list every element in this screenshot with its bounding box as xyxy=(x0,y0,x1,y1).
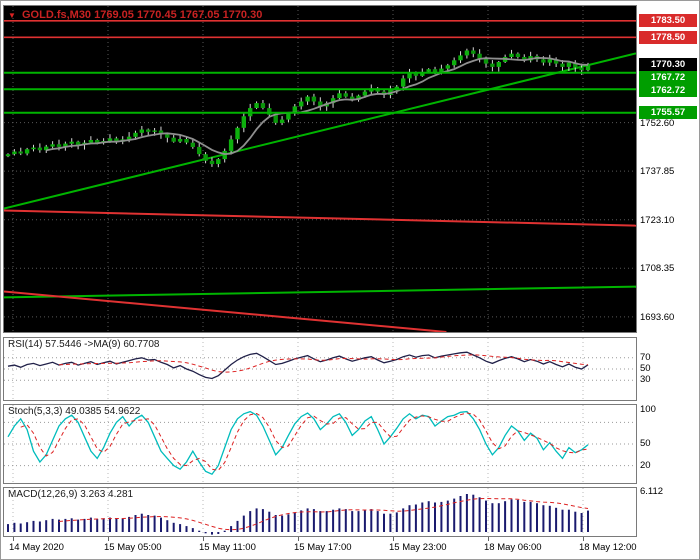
price-badge-support: 1762.72 xyxy=(639,84,697,97)
ohlc-values: 1769.05 1770.45 1767.05 1770.30 xyxy=(94,9,263,21)
price-tick-label: 1723.10 xyxy=(640,215,675,226)
indicator-scale-label: 50 xyxy=(640,363,651,374)
time-tick xyxy=(203,537,204,541)
stochastic-panel[interactable]: Stoch(5,3,3) 49.0385 54.9622 xyxy=(3,404,637,484)
macd-panel[interactable]: MACD(12,26,9) 3.263 4.281 xyxy=(3,487,637,537)
stochastic-chart[interactable] xyxy=(4,405,636,483)
time-tick xyxy=(108,537,109,541)
rsi-panel[interactable]: RSI(14) 57.5446 ->MA(9) 60.7708 xyxy=(3,337,637,401)
time-axis-label: 15 May 17:00 xyxy=(294,542,352,553)
time-axis[interactable]: 14 May 2020 15 May 05:00 15 May 11:00 15 Ma… xyxy=(3,537,637,559)
indicator-scale-label: 30 xyxy=(640,374,651,385)
price-badge-support: 1767.72 xyxy=(639,71,697,84)
price-tick-label: 1737.85 xyxy=(640,166,675,177)
macd-label: MACD(12,26,9) 3.263 4.281 xyxy=(8,489,134,500)
price-badge-resistance: 1783.50 xyxy=(639,14,697,27)
candlestick-chart[interactable] xyxy=(4,6,636,332)
price-chart-panel[interactable]: ▼ GOLD.fs,M30 1769.05 1770.45 1767.05 17… xyxy=(3,5,637,333)
time-tick xyxy=(13,537,14,541)
indicator-scale-label: 20 xyxy=(640,460,651,471)
time-tick xyxy=(298,537,299,541)
time-axis-label: 14 May 2020 xyxy=(9,542,64,553)
time-tick xyxy=(393,537,394,541)
price-axis[interactable]: 1783.50 1778.50 1770.30 1767.72 1762.72 1755.… xyxy=(637,1,699,559)
time-tick xyxy=(488,537,489,541)
rsi-label: RSI(14) 57.5446 ->MA(9) 60.7708 xyxy=(8,339,160,350)
macd-chart[interactable] xyxy=(4,488,636,536)
indicator-scale-label: 70 xyxy=(640,352,651,363)
symbol-dropdown-icon[interactable]: ▼ xyxy=(8,11,16,20)
price-tick-label: 1693.60 xyxy=(640,312,675,323)
indicator-scale-label: 50 xyxy=(640,438,651,449)
time-axis-label: 15 May 11:00 xyxy=(199,542,256,553)
time-axis-label: 15 May 05:00 xyxy=(104,542,162,553)
price-tick-label: 1708.35 xyxy=(640,263,675,274)
price-badge-support: 1755.57 xyxy=(639,106,697,119)
price-badge-current: 1770.30 xyxy=(639,58,697,71)
indicator-scale-label: 100 xyxy=(640,404,656,415)
price-tick-label: 1752.60 xyxy=(640,118,675,129)
time-axis-label: 18 May 06:00 xyxy=(484,542,542,553)
chart-title: ▼ GOLD.fs,M30 1769.05 1770.45 1767.05 17… xyxy=(8,9,262,21)
stochastic-label: Stoch(5,3,3) 49.0385 54.9622 xyxy=(8,406,141,417)
time-axis-label: 15 May 23:00 xyxy=(389,542,447,553)
price-badge-resistance: 1778.50 xyxy=(639,31,697,44)
symbol-timeframe: GOLD.fs,M30 xyxy=(21,9,92,21)
time-axis-label: 18 May 12:00 xyxy=(579,542,637,553)
time-tick xyxy=(583,537,584,541)
rsi-chart[interactable] xyxy=(4,338,636,400)
indicator-scale-label: 6.112 xyxy=(640,486,664,497)
